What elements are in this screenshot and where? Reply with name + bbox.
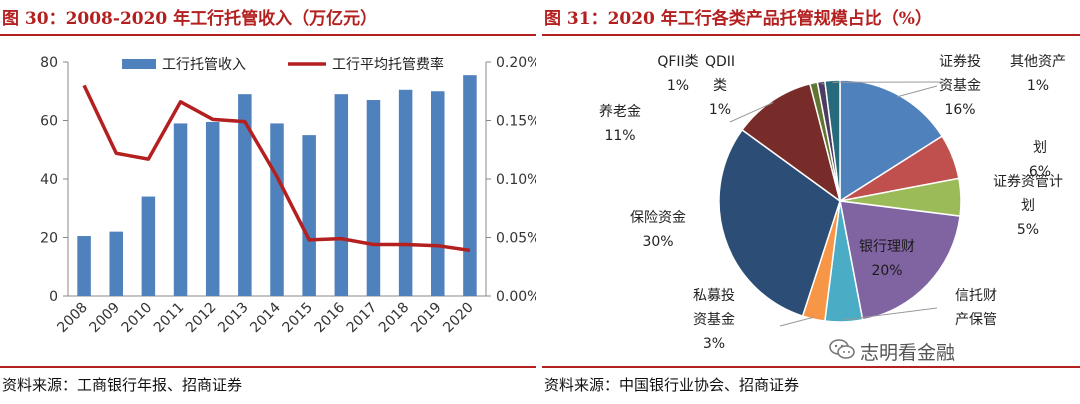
left-footer-rule xyxy=(0,366,536,368)
y-tick-label: 40 xyxy=(40,172,58,188)
bar xyxy=(173,123,188,296)
bar xyxy=(270,123,284,296)
y2-tick-label: 0.05% xyxy=(496,231,536,247)
bar xyxy=(77,236,91,296)
fee-rate-line xyxy=(82,84,471,253)
y-tick-label: 20 xyxy=(40,231,58,247)
left-panel: 图 30：2008-2020 年工行托管收入（万亿元） 0 20 40 60 80 0.0… xyxy=(0,0,536,404)
legend-line-label: 工行平均托管费率 xyxy=(332,56,444,73)
bar xyxy=(334,94,349,296)
pie-slice xyxy=(839,200,961,321)
bar xyxy=(205,121,220,297)
x-tick-label: 2016 xyxy=(312,299,349,336)
x-tick-label: 2009 xyxy=(87,300,124,337)
left-chart-title: 图 30：2008-2020 年工行托管收入（万亿元） xyxy=(2,9,378,29)
slice-label: 养老金 11% xyxy=(599,104,641,144)
x-tick-label: 2011 xyxy=(151,300,188,337)
slice-label: 证券投资基金 16% xyxy=(939,54,981,118)
slice-label: 其他资产 1% xyxy=(1010,54,1066,94)
slice-label: QDII 类 1% xyxy=(705,54,735,118)
leader-line xyxy=(729,102,774,123)
right-source-note: 资料来源：中国银行业协会、招商证券 xyxy=(544,376,800,394)
y-tick-label: 60 xyxy=(40,114,58,130)
x-tick-label: 2010 xyxy=(119,300,156,337)
bar xyxy=(109,231,123,296)
bar xyxy=(398,89,413,296)
y2-tick-label: 0.20% xyxy=(496,55,536,71)
slice-label: 银行理财 20% xyxy=(859,239,915,279)
y2-tick-label: 0.15% xyxy=(496,114,536,130)
bar-line-chart: 0204060800.00%0.05%0.10%0.15%0.20%200820… xyxy=(40,55,536,337)
wechat-icon xyxy=(829,339,855,359)
slice-label: 保险资金 30% xyxy=(630,210,686,250)
right-panel: 图 31：2020 年工行各类产品托管规模占比（%） 证券投资基金 16% 划 6% 证… xyxy=(542,0,1080,404)
x-tick-label: 2015 xyxy=(279,300,316,337)
pie-slice xyxy=(839,79,944,203)
right-title-rule xyxy=(542,34,1080,36)
left-title-rule xyxy=(0,34,536,36)
x-tick-label: 2012 xyxy=(183,300,220,337)
x-tick-label: 2017 xyxy=(344,300,381,337)
left-source-note: 资料来源：工商银行年报、招商证券 xyxy=(2,376,243,394)
leader-line xyxy=(958,196,961,199)
slice-label: 信托财产保管 xyxy=(955,288,997,328)
x-tick-label: 2008 xyxy=(54,300,91,337)
leader-line xyxy=(897,85,938,98)
y-tick-label: 80 xyxy=(40,55,58,71)
bar xyxy=(238,94,252,296)
slice-label: 划 6% xyxy=(1029,140,1051,180)
legend-bar-label: 工行托管收入 xyxy=(162,57,246,73)
y-tick-label: 0 xyxy=(49,289,58,305)
pie-slice xyxy=(823,79,841,202)
watermark-text: 志明看金融 xyxy=(860,342,956,364)
x-tick-label: 2018 xyxy=(376,300,413,337)
y2-tick-label: 0.10% xyxy=(496,172,536,188)
pie-slice xyxy=(718,128,841,318)
y2-tick-label: 0.00% xyxy=(496,289,536,305)
right-footer-rule xyxy=(542,366,1080,368)
pie-chart: 证券投资基金 16% 划 6%证券资管计划 5% 银行理财 20% 信托财产保管 私募投资基金 3… xyxy=(599,54,1066,352)
slice-label: 证券资管计划 5% xyxy=(993,174,1063,238)
x-tick-label: 2013 xyxy=(215,300,252,337)
right-chart-title: 图 31：2020 年工行各类产品托管规模占比（%） xyxy=(544,9,932,29)
x-tick-label: 2020 xyxy=(440,300,477,337)
x-tick-label: 2014 xyxy=(247,299,284,336)
leader-line xyxy=(950,156,953,159)
leader-line xyxy=(821,82,825,85)
bar xyxy=(463,75,477,296)
bar xyxy=(302,135,316,296)
legend-bar-swatch xyxy=(122,59,156,69)
slice-label: 私募投资基金 3% xyxy=(693,288,735,352)
leader-line xyxy=(779,316,815,327)
bar xyxy=(141,196,156,296)
pie-slice xyxy=(741,82,842,203)
bar xyxy=(431,91,445,296)
slice-label: QFII类 1% xyxy=(657,54,698,94)
x-tick-label: 2019 xyxy=(408,300,445,337)
bar xyxy=(366,100,381,297)
leader-line xyxy=(843,307,938,321)
